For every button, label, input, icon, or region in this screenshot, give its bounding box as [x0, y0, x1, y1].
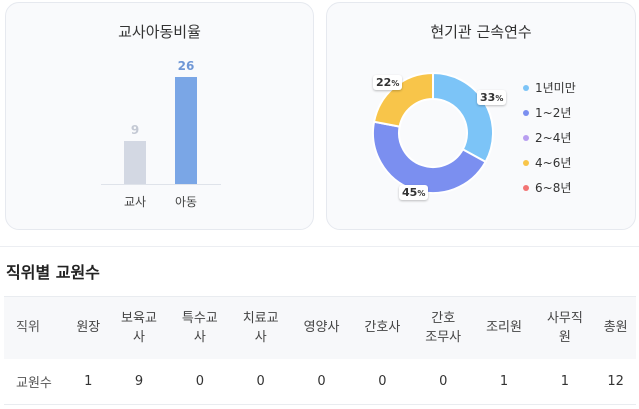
ratio-card-title: 교사아동비율 [118, 23, 201, 41]
table-cell: 0 [230, 358, 292, 405]
table-cell: 0 [291, 358, 352, 405]
col-header-cook: 조리원 [473, 296, 535, 359]
col-header-office-staff: 사무직 원 [534, 296, 596, 359]
tenure-legend: 1년미만 1~2년 2~4년 4~6년 6~8년 [523, 75, 576, 200]
row-header-teacher-count: 교원수 [4, 358, 68, 405]
col-header-nurse-aide: 간호 조무사 [412, 296, 474, 359]
col-header-nutritionist: 영양사 [291, 296, 352, 359]
bar-value-teacher: 9 [130, 123, 140, 137]
col-header-total: 총원 [595, 296, 636, 359]
col-header-position: 직위 [4, 296, 68, 359]
section-divider [0, 246, 639, 247]
table-header-row: 직위 원장 보육교 사 특수교 사 치료교 사 영양사 간호사 간호 조무사 조리원 사… [4, 296, 636, 359]
legend-item-6-8yr[interactable]: 6~8년 [523, 175, 576, 200]
col-header-special-teacher: 특수교 사 [169, 296, 231, 359]
legend-dot-icon [523, 84, 529, 91]
col-header-director: 원장 [68, 296, 109, 359]
legend-item-2-4yr[interactable]: 2~4년 [523, 125, 576, 150]
legend-dot-icon [523, 134, 529, 141]
table-cell: 12 [595, 358, 636, 405]
donut-label-4-6yr: 22% [373, 75, 403, 90]
donut-segment-3[interactable] [372, 71, 434, 128]
table-cell: 1 [473, 358, 535, 405]
teacher-child-ratio-card: 교사아동비율 9 교사 26 아동 [5, 2, 314, 230]
donut-segment-1[interactable] [372, 120, 487, 194]
bar-value-child: 26 [177, 59, 195, 73]
tenure-card-title: 현기관 근속연수 [430, 23, 532, 41]
table-cell: 9 [108, 358, 170, 405]
col-header-nurse: 간호사 [351, 296, 413, 359]
tenure-card: 현기관 근속연수 33% 45% 22% 1년미만 1~2년 2~4년 4~6년… [326, 2, 636, 230]
table-row: 교원수 1 9 0 0 0 0 0 1 1 12 [4, 358, 636, 405]
legend-dot-icon [523, 159, 529, 166]
bar-label-child: 아동 [174, 195, 198, 209]
staff-section-title: 직위별 교원수 [6, 263, 100, 282]
bar-axis-line [101, 184, 221, 185]
table-cell: 1 [68, 358, 109, 405]
staff-by-position-table: 직위 원장 보육교 사 특수교 사 치료교 사 영양사 간호사 간호 조무사 조리원 사… [4, 296, 636, 405]
legend-item-1-2yr[interactable]: 1~2년 [523, 100, 576, 125]
legend-dot-icon [523, 109, 529, 116]
legend-item-under-1yr[interactable]: 1년미만 [523, 75, 576, 100]
table-cell: 1 [534, 358, 596, 405]
bar-label-teacher: 교사 [123, 195, 147, 209]
table-cell: 0 [412, 358, 474, 405]
table-cell: 0 [169, 358, 231, 405]
legend-item-4-6yr[interactable]: 4~6년 [523, 150, 576, 175]
col-header-childcare-teacher: 보육교 사 [108, 296, 170, 359]
bar-teacher[interactable] [124, 141, 146, 184]
donut-label-under-1yr: 33% [477, 90, 507, 105]
legend-dot-icon [523, 184, 529, 191]
col-header-therapy-teacher: 치료교 사 [230, 296, 292, 359]
table-cell: 0 [351, 358, 413, 405]
donut-label-1-2yr: 45% [399, 185, 429, 200]
bar-child[interactable] [175, 77, 197, 184]
